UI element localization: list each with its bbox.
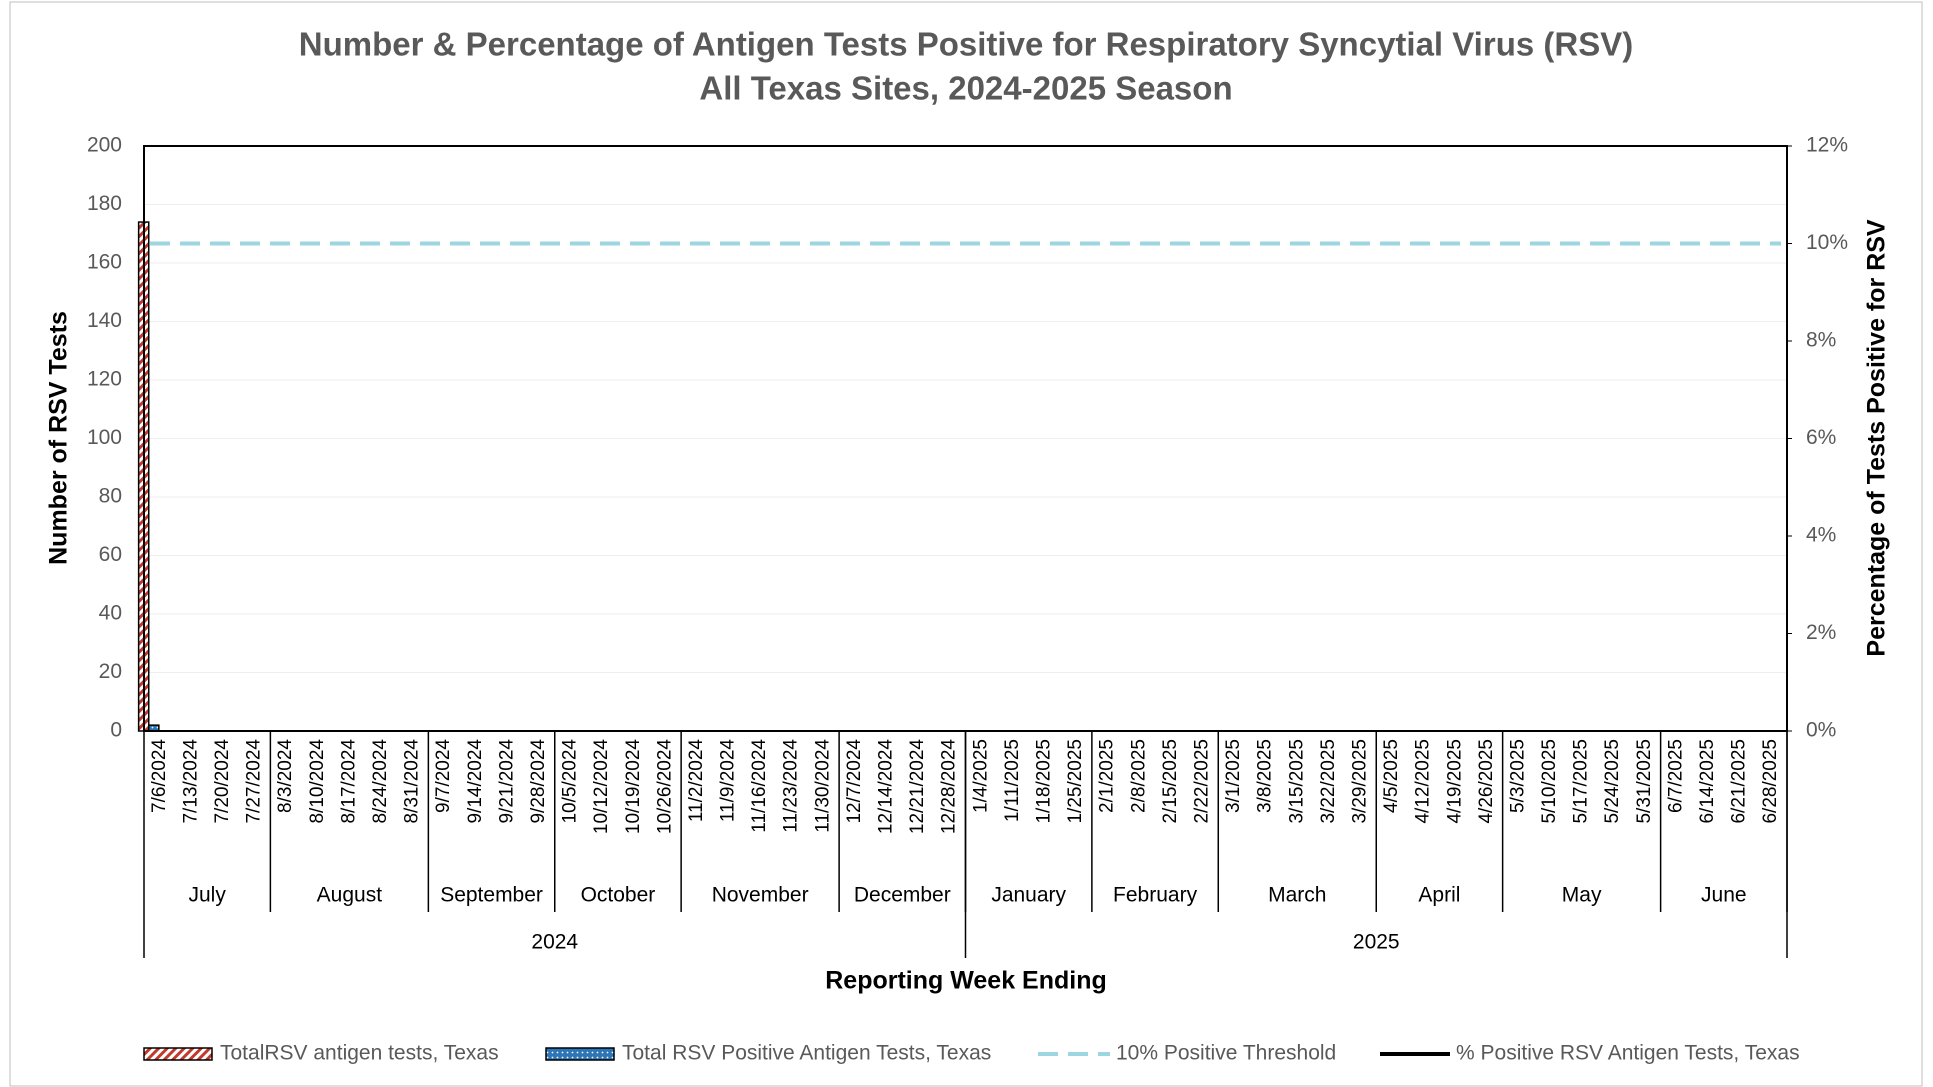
x-tick-label: 8/17/2024: [338, 739, 359, 824]
chart-subtitle: All Texas Sites, 2024-2025 Season: [699, 70, 1232, 107]
x-tick-label: 1/4/2025: [970, 739, 991, 813]
x-tick-label: 10/12/2024: [591, 739, 612, 835]
x-tick-label: 9/7/2024: [433, 739, 454, 813]
x-tick-label: 7/27/2024: [244, 739, 265, 824]
x-tick-label: 12/28/2024: [939, 739, 960, 835]
legend-label: TotalRSV antigen tests, Texas: [220, 1042, 499, 1065]
legend-swatch: [143, 1047, 213, 1061]
x-tick-label: 8/31/2024: [402, 739, 423, 824]
x-tick-label: 3/8/2025: [1255, 739, 1276, 813]
x-tick-label: 11/30/2024: [812, 739, 833, 833]
x-tick-label: 1/25/2025: [1065, 739, 1086, 824]
month-label: June: [1701, 884, 1747, 907]
month-label: January: [991, 884, 1066, 907]
y2-axis-title: Percentage of Tests Positive for RSV: [1863, 219, 1891, 656]
month-label: April: [1418, 884, 1460, 907]
x-tick-label: 5/10/2025: [1539, 739, 1560, 824]
x-tick-label: 2/22/2025: [1191, 739, 1212, 824]
y-axis-title: Number of RSV Tests: [45, 311, 73, 565]
year-label: 2025: [1353, 931, 1400, 954]
month-label: November: [712, 884, 809, 907]
x-tick-label: 1/11/2025: [1002, 739, 1023, 822]
x-tick-label: 5/3/2025: [1507, 739, 1528, 813]
x-tick-label: 5/31/2025: [1634, 739, 1655, 824]
y-tick-label: 160: [87, 251, 122, 274]
x-tick-label: 2/15/2025: [1160, 739, 1181, 824]
x-tick-label: 11/23/2024: [781, 739, 802, 833]
y-tick-label: 60: [99, 543, 122, 566]
x-tick-label: 10/26/2024: [654, 739, 675, 835]
year-label: 2024: [531, 931, 578, 954]
month-label: December: [854, 884, 951, 907]
month-label: February: [1113, 884, 1198, 907]
x-tick-label: 6/28/2025: [1760, 739, 1781, 824]
y-tick-label: 0: [110, 719, 122, 742]
x-tick-label: 8/3/2024: [275, 739, 296, 813]
x-tick-label: 12/7/2024: [844, 739, 865, 824]
x-tick-label: 12/21/2024: [907, 739, 928, 835]
x-tick-label: 7/6/2024: [149, 739, 170, 813]
x-tick-label: 8/24/2024: [370, 739, 391, 824]
month-label: October: [581, 884, 656, 907]
y-tick-label: 180: [87, 192, 122, 215]
chart-frame: [9, 1, 1923, 1087]
y-tick-label: 140: [87, 309, 122, 332]
x-tick-label: 4/19/2025: [1444, 739, 1465, 824]
x-tick-label: 11/2/2024: [686, 739, 707, 823]
x-tick-label: 8/10/2024: [307, 739, 328, 824]
x-tick-label: 3/22/2025: [1318, 739, 1339, 824]
x-tick-label: 6/21/2025: [1729, 739, 1750, 824]
x-tick-label: 4/5/2025: [1381, 739, 1402, 813]
month-label: March: [1268, 884, 1326, 907]
month-label: July: [189, 884, 227, 907]
chart-title: Number & Percentage of Antigen Tests Pos…: [299, 26, 1633, 63]
x-tick-label: 9/14/2024: [465, 739, 486, 824]
y2-tick-label: 8%: [1806, 329, 1836, 352]
x-tick-label: 3/15/2025: [1286, 739, 1307, 824]
y-tick-label: 20: [99, 660, 122, 683]
y2-tick-label: 2%: [1806, 621, 1836, 644]
x-tick-label: 3/29/2025: [1349, 739, 1370, 824]
x-tick-label: 2/8/2025: [1128, 739, 1149, 813]
x-tick-label: 10/19/2024: [623, 739, 644, 835]
y-tick-label: 40: [99, 602, 122, 625]
month-label: August: [317, 884, 383, 907]
x-tick-label: 11/16/2024: [749, 739, 770, 833]
x-tick-label: 11/9/2024: [718, 739, 739, 823]
y-tick-label: 100: [87, 426, 122, 449]
x-tick-label: 9/28/2024: [528, 739, 549, 824]
legend-label: 10% Positive Threshold: [1116, 1042, 1336, 1065]
x-tick-label: 5/17/2025: [1571, 739, 1592, 824]
x-tick-label: 10/5/2024: [560, 739, 581, 824]
x-tick-label: 2/1/2025: [1097, 739, 1118, 813]
x-tick-label: 4/12/2025: [1413, 739, 1434, 824]
x-tick-label: 7/13/2024: [180, 739, 201, 824]
legend-label: Total RSV Positive Antigen Tests, Texas: [622, 1042, 991, 1065]
x-tick-label: 5/24/2025: [1602, 739, 1623, 824]
x-tick-label: 12/14/2024: [876, 739, 897, 835]
month-label: September: [440, 884, 543, 907]
y2-tick-label: 12%: [1806, 134, 1848, 157]
x-tick-label: 7/20/2024: [212, 739, 233, 824]
y-tick-label: 80: [99, 485, 122, 508]
y2-tick-label: 6%: [1806, 426, 1836, 449]
x-tick-label: 3/1/2025: [1223, 739, 1244, 813]
x-tick-label: 6/7/2025: [1665, 739, 1686, 813]
y2-tick-label: 4%: [1806, 524, 1836, 547]
x-tick-label: 1/18/2025: [1034, 739, 1055, 824]
y2-tick-label: 10%: [1806, 231, 1848, 254]
legend-swatch: [545, 1047, 615, 1061]
y2-tick-label: 0%: [1806, 719, 1836, 742]
y-tick-label: 120: [87, 368, 122, 391]
y-tick-label: 200: [87, 134, 122, 157]
x-tick-label: 4/26/2025: [1476, 739, 1497, 824]
x-tick-label: 9/21/2024: [496, 739, 517, 824]
legend-label: % Positive RSV Antigen Tests, Texas: [1456, 1042, 1800, 1065]
x-axis-title: Reporting Week Ending: [825, 967, 1107, 995]
month-label: May: [1562, 884, 1602, 907]
x-tick-label: 6/14/2025: [1697, 739, 1718, 824]
